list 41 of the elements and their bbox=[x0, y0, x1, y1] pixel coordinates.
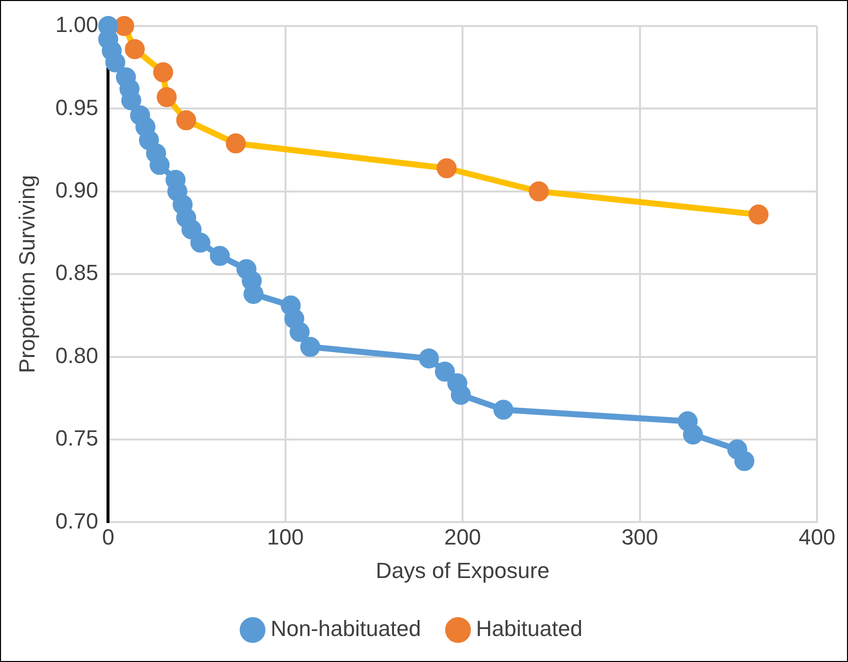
point bbox=[190, 232, 210, 253]
legend-label: Non-habituated bbox=[270, 616, 422, 642]
x-tick-label: 0 bbox=[102, 524, 114, 550]
point bbox=[284, 308, 304, 329]
y-tick-label: 1.00 bbox=[55, 12, 98, 38]
y-tick-label: 0.80 bbox=[55, 342, 98, 368]
point bbox=[156, 87, 177, 108]
point bbox=[418, 348, 439, 368]
x-tick-label: 100 bbox=[267, 524, 304, 550]
point bbox=[734, 451, 754, 471]
y-tick-label: 0.95 bbox=[55, 94, 98, 120]
point bbox=[748, 204, 769, 225]
x-tick-label: 400 bbox=[798, 524, 836, 550]
point bbox=[450, 384, 471, 405]
point bbox=[678, 411, 698, 432]
x-axis-title: Days of Exposure bbox=[376, 558, 550, 583]
point bbox=[176, 110, 196, 130]
y-axis-title: Proportion Surviving bbox=[14, 175, 40, 374]
point bbox=[682, 424, 703, 445]
point bbox=[138, 130, 159, 150]
point bbox=[226, 133, 246, 154]
x-tick-label: 300 bbox=[621, 524, 658, 550]
x-tick-label: 200 bbox=[444, 524, 481, 550]
point bbox=[290, 322, 310, 342]
point bbox=[210, 246, 230, 266]
point bbox=[182, 219, 202, 240]
point bbox=[300, 336, 320, 357]
point bbox=[434, 362, 455, 382]
point bbox=[528, 181, 549, 202]
point bbox=[493, 400, 514, 420]
point bbox=[436, 158, 457, 178]
legend-label: Habituated bbox=[476, 616, 582, 642]
point bbox=[105, 52, 126, 72]
y-tick-label: 0.85 bbox=[55, 260, 98, 286]
point bbox=[114, 16, 134, 36]
y-tick-label: 0.70 bbox=[55, 508, 98, 534]
y-tick-label: 0.90 bbox=[55, 177, 98, 202]
point bbox=[153, 62, 174, 82]
point bbox=[150, 154, 170, 175]
point bbox=[124, 39, 145, 60]
y-tick-label: 0.75 bbox=[55, 426, 98, 451]
